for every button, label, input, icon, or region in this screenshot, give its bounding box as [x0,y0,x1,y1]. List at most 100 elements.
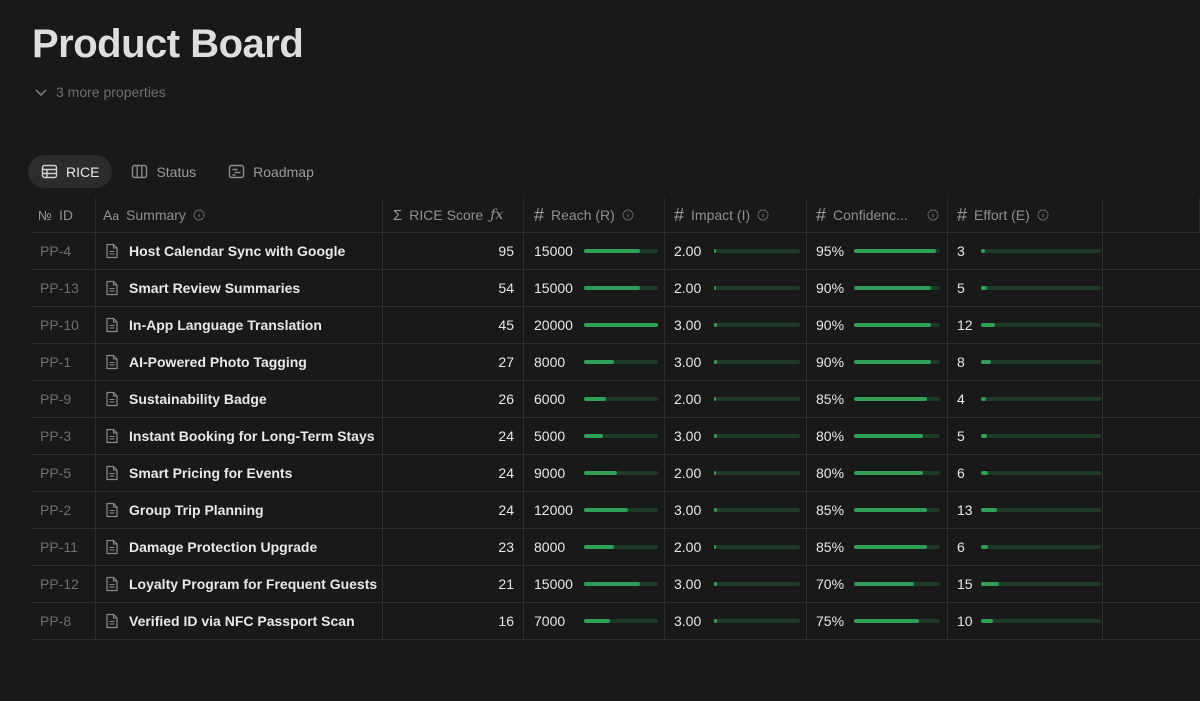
impact-cell[interactable]: 3.00 [665,492,807,528]
info-icon[interactable] [757,209,769,221]
effort-bar-fill [981,619,993,623]
reach-cell[interactable]: 20000 [524,307,665,343]
summary-text: Smart Review Summaries [129,280,301,296]
table-row[interactable]: PP-8 Verified ID via NFC Passport Scan 1… [32,603,1200,640]
confidence-cell[interactable]: 95% [807,233,948,269]
table-row[interactable]: PP-9 Sustainability Badge 26 6000 2.00 8… [32,381,1200,418]
confidence-cell[interactable]: 80% [807,455,948,491]
tab-status[interactable]: Status [118,155,209,188]
summary-text: Loyalty Program for Frequent Guests [129,576,378,592]
effort-cell[interactable]: 6 [948,455,1103,491]
column-header-impact[interactable]: # Impact (I) [665,198,807,232]
reach-cell[interactable]: 7000 [524,603,665,639]
info-icon[interactable] [1037,209,1049,221]
effort-cell[interactable]: 15 [948,566,1103,602]
reach-cell[interactable]: 8000 [524,344,665,380]
table-row[interactable]: PP-10 In-App Language Translation 45 200… [32,307,1200,344]
reach-cell[interactable]: 15000 [524,233,665,269]
summary-cell[interactable]: Smart Review Summaries [96,270,383,306]
confidence-bar [854,508,940,512]
impact-cell[interactable]: 3.00 [665,344,807,380]
effort-cell[interactable]: 8 [948,344,1103,380]
column-header-id[interactable]: № ID [32,198,96,232]
effort-bar-fill [981,360,991,364]
reach-bar-fill [584,249,640,253]
tab-roadmap[interactable]: Roadmap [215,155,327,188]
confidence-cell[interactable]: 70% [807,566,948,602]
summary-cell[interactable]: AI-Powered Photo Tagging [96,344,383,380]
summary-cell[interactable]: In-App Language Translation [96,307,383,343]
tab-rice[interactable]: RICE [28,155,113,188]
column-header-confidence[interactable]: # Confidenc... [807,198,948,232]
table-row[interactable]: PP-3 Instant Booking for Long-Term Stays… [32,418,1200,455]
impact-cell[interactable]: 2.00 [665,270,807,306]
effort-cell[interactable]: 10 [948,603,1103,639]
impact-cell[interactable]: 2.00 [665,529,807,565]
score-cell: 24 [383,418,524,454]
confidence-cell[interactable]: 85% [807,529,948,565]
info-icon[interactable] [193,209,205,221]
info-icon[interactable] [927,209,939,221]
table-row[interactable]: PP-1 AI-Powered Photo Tagging 27 8000 3.… [32,344,1200,381]
summary-cell[interactable]: Smart Pricing for Events [96,455,383,491]
table-row[interactable]: PP-13 Smart Review Summaries 54 15000 2.… [32,270,1200,307]
table-row[interactable]: PP-4 Host Calendar Sync with Google 95 1… [32,233,1200,270]
effort-cell[interactable]: 5 [948,418,1103,454]
table-row[interactable]: PP-11 Damage Protection Upgrade 23 8000 … [32,529,1200,566]
summary-cell[interactable]: Damage Protection Upgrade [96,529,383,565]
confidence-bar-fill [854,249,936,253]
confidence-cell[interactable]: 75% [807,603,948,639]
effort-cell[interactable]: 4 [948,381,1103,417]
summary-cell[interactable]: Loyalty Program for Frequent Guests [96,566,383,602]
reach-cell[interactable]: 8000 [524,529,665,565]
confidence-cell[interactable]: 90% [807,270,948,306]
summary-cell[interactable]: Instant Booking for Long-Term Stays [96,418,383,454]
effort-cell[interactable]: 5 [948,270,1103,306]
more-properties-label: 3 more properties [56,84,166,100]
confidence-bar [854,545,940,549]
impact-cell[interactable]: 3.00 [665,566,807,602]
effort-value: 12 [957,317,973,333]
impact-cell[interactable]: 3.00 [665,307,807,343]
reach-cell[interactable]: 6000 [524,381,665,417]
table-row[interactable]: PP-5 Smart Pricing for Events 24 9000 2.… [32,455,1200,492]
effort-cell[interactable]: 3 [948,233,1103,269]
column-header-summary[interactable]: Aa Summary [96,198,383,232]
column-header-effort[interactable]: # Effort (E) [948,198,1103,232]
table-row[interactable]: PP-12 Loyalty Program for Frequent Guest… [32,566,1200,603]
reach-cell[interactable]: 12000 [524,492,665,528]
reach-cell[interactable]: 9000 [524,455,665,491]
confidence-cell[interactable]: 80% [807,418,948,454]
confidence-cell[interactable]: 90% [807,307,948,343]
impact-cell[interactable]: 3.00 [665,603,807,639]
effort-cell[interactable]: 6 [948,529,1103,565]
summary-cell[interactable]: Verified ID via NFC Passport Scan [96,603,383,639]
info-icon[interactable] [622,209,634,221]
reach-cell[interactable]: 15000 [524,566,665,602]
impact-cell[interactable]: 3.00 [665,418,807,454]
confidence-cell[interactable]: 85% [807,381,948,417]
impact-cell[interactable]: 2.00 [665,455,807,491]
summary-cell[interactable]: Group Trip Planning [96,492,383,528]
effort-cell[interactable]: 12 [948,307,1103,343]
reach-bar [584,397,658,401]
score-cell: 24 [383,492,524,528]
page-icon [106,465,118,481]
column-header-reach[interactable]: # Reach (R) [524,198,665,232]
reach-bar [584,249,658,253]
summary-cell[interactable]: Sustainability Badge [96,381,383,417]
reach-cell[interactable]: 5000 [524,418,665,454]
table-row[interactable]: PP-2 Group Trip Planning 24 12000 3.00 8… [32,492,1200,529]
impact-cell[interactable]: 2.00 [665,381,807,417]
impact-bar-fill [714,508,717,512]
more-properties-toggle[interactable]: 3 more properties [34,84,166,100]
view-tabs: RICE Status Roadmap [28,155,327,188]
confidence-cell[interactable]: 85% [807,492,948,528]
column-header-score[interactable]: Σ RICE Score ƒx [383,198,524,232]
effort-cell[interactable]: 13 [948,492,1103,528]
impact-cell[interactable]: 2.00 [665,233,807,269]
confidence-cell[interactable]: 90% [807,344,948,380]
summary-cell[interactable]: Host Calendar Sync with Google [96,233,383,269]
confidence-bar-fill [854,360,932,364]
reach-cell[interactable]: 15000 [524,270,665,306]
